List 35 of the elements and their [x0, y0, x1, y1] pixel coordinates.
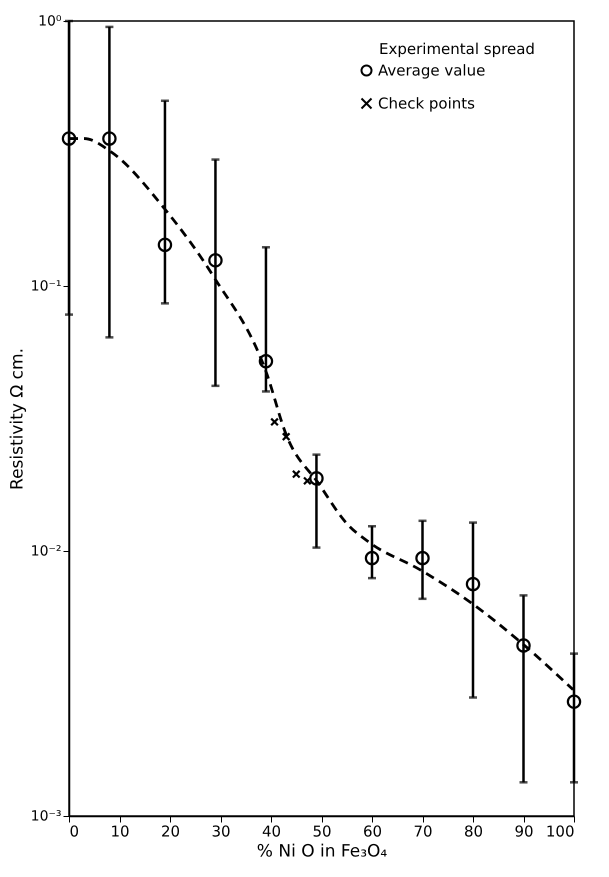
point	[62, 131, 76, 146]
y-tick-label: 10⁰	[38, 14, 62, 30]
x-axis-title: % Ni O in Fe₃O₄	[256, 842, 388, 862]
point	[516, 638, 531, 653]
point	[466, 576, 480, 592]
x-tick-label: 40	[262, 822, 282, 840]
x-tick-label: 70	[413, 822, 433, 840]
point	[208, 253, 223, 268]
y-axis-title: Resistivity Ω cm.	[8, 348, 28, 490]
x-tick-label: 80	[464, 822, 484, 840]
x-tick-label: 100	[546, 822, 574, 840]
x-tick-label: 0	[70, 822, 80, 840]
legend-label: Average value	[378, 62, 486, 80]
x-tick-label: 50	[312, 822, 332, 840]
point	[302, 476, 312, 486]
point	[364, 550, 380, 566]
point	[415, 550, 430, 566]
point	[282, 432, 291, 442]
annotation: Experimental spread	[379, 40, 535, 58]
x-tick-label: 20	[160, 822, 180, 840]
point	[309, 471, 324, 486]
x-tick-label: 10	[110, 822, 130, 840]
y-tick-label: 10⁻¹	[30, 278, 62, 294]
x-tick-label: 30	[211, 822, 231, 840]
x-tick-label: 90	[514, 822, 534, 840]
point	[158, 238, 172, 252]
point	[566, 694, 582, 709]
y-tick-label: 10⁻³	[30, 808, 62, 824]
y-tick-label: 10⁻²	[30, 544, 62, 560]
point	[270, 417, 279, 426]
x-tick-label: 60	[362, 822, 382, 840]
legend-label: Check points	[378, 94, 476, 112]
point	[292, 470, 301, 479]
point	[102, 131, 117, 146]
point	[258, 354, 274, 368]
